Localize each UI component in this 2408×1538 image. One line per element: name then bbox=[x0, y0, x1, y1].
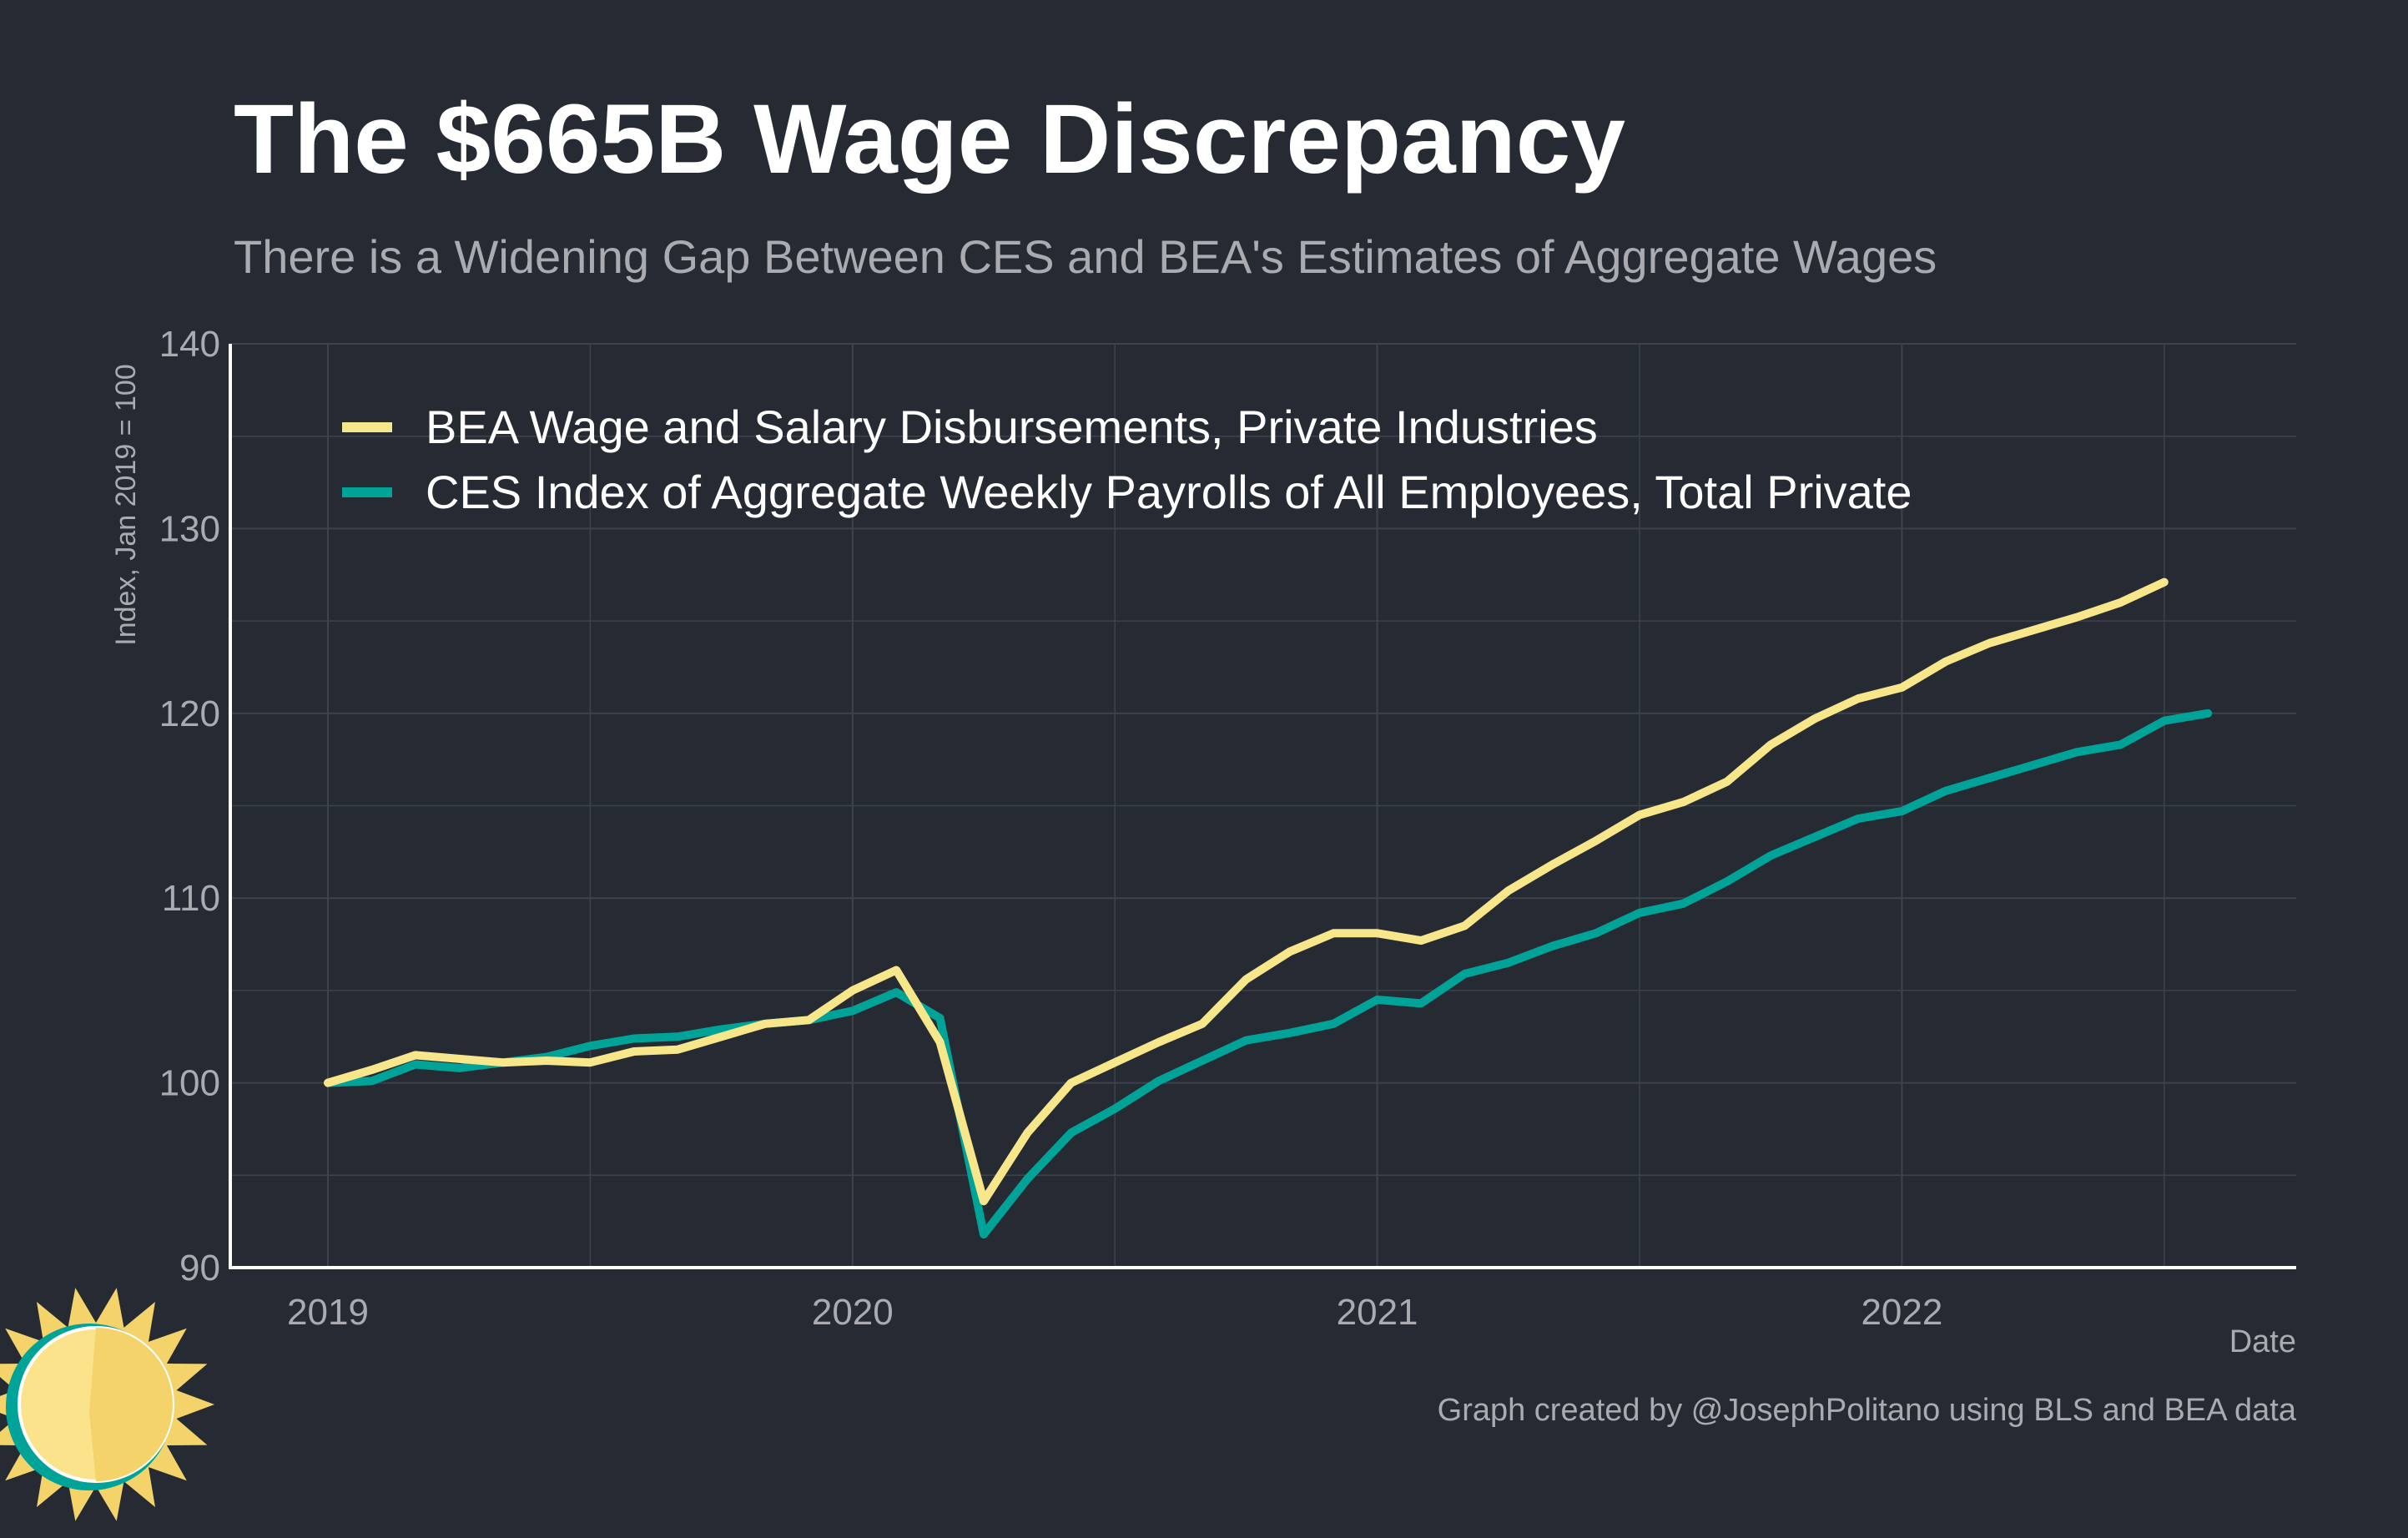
series-line-bea bbox=[324, 577, 2169, 1206]
y-axis-label: Index, Jan 2019 = 100 bbox=[110, 364, 142, 645]
axes bbox=[229, 344, 2296, 1269]
x-tick-label: 2021 bbox=[1337, 1292, 1418, 1333]
y-tick-label: 100 bbox=[159, 1063, 220, 1104]
y-tick-label: 110 bbox=[162, 878, 220, 919]
tick-labels: 90 100 110 120 130 140 2019 2020 2021 2022 bbox=[159, 324, 1943, 1333]
x-tick-label: 2019 bbox=[287, 1292, 369, 1333]
y-tick-label: 130 bbox=[159, 508, 220, 549]
legend-label: CES Index of Aggregate Weekly Payrolls o… bbox=[426, 466, 1912, 518]
chart-title: The $665B Wage Discrepancy bbox=[234, 84, 1626, 194]
series-line-ces bbox=[324, 708, 2213, 1239]
sun-icon bbox=[0, 1288, 214, 1521]
legend: BEA Wage and Salary Disbursements, Priva… bbox=[342, 401, 1912, 518]
x-axis-label: Date bbox=[2229, 1324, 2296, 1359]
series-lines bbox=[324, 577, 2213, 1239]
gridlines bbox=[230, 343, 2296, 1268]
legend-label: BEA Wage and Salary Disbursements, Priva… bbox=[426, 401, 1598, 453]
chart-caption: Graph created by @JosephPolitano using B… bbox=[1438, 1393, 2297, 1428]
chart-subtitle: There is a Widening Gap Between CES and … bbox=[234, 230, 1937, 283]
x-tick-label: 2020 bbox=[812, 1292, 894, 1333]
y-tick-label: 140 bbox=[159, 324, 220, 365]
sun-shadow bbox=[89, 1328, 173, 1481]
x-tick-label: 2022 bbox=[1861, 1292, 1942, 1333]
y-tick-label: 90 bbox=[179, 1248, 220, 1288]
y-tick-label: 120 bbox=[159, 693, 220, 734]
